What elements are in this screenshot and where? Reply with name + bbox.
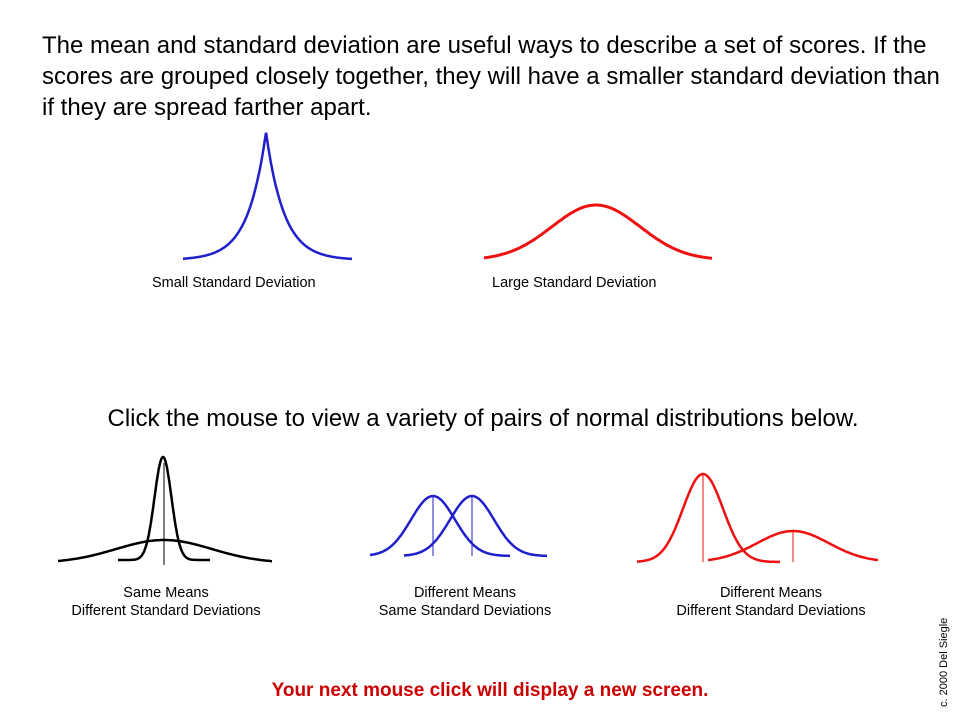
next-screen-notice[interactable]: Your next mouse click will display a new… bbox=[271, 680, 709, 701]
large-sd-curve bbox=[483, 203, 713, 260]
pair1-narrow-curve bbox=[118, 455, 210, 562]
pair3-caption-line1: Different Means bbox=[719, 585, 823, 601]
pair1-wide-curve bbox=[57, 538, 273, 563]
pair3-narrow-curve bbox=[637, 472, 780, 564]
copyright-credit: c. 2000 Del Siegle bbox=[938, 617, 950, 707]
pair2-right-curve bbox=[403, 494, 547, 558]
pair3-caption-line2: Different Standard Deviations bbox=[676, 603, 866, 619]
pair1-caption: Same Means Different Standard Deviations bbox=[44, 584, 288, 620]
pair2-caption-line2: Same Standard Deviations bbox=[378, 603, 552, 619]
pair3-caption: Different Means Different Standard Devia… bbox=[648, 584, 894, 620]
intro-paragraph: The mean and standard deviation are usef… bbox=[42, 32, 940, 121]
small-sd-label: Small Standard Deviation bbox=[152, 275, 316, 291]
pair1-caption-line2: Different Standard Deviations bbox=[71, 603, 261, 619]
small-sd-curve bbox=[183, 132, 352, 261]
pair2-caption-line1: Different Means bbox=[413, 585, 517, 601]
pair1-caption-line1: Same Means bbox=[123, 585, 209, 601]
pair2-caption: Different Means Same Standard Deviations bbox=[352, 584, 578, 620]
large-sd-label: Large Standard Deviation bbox=[492, 275, 657, 291]
instruction-text: Click the mouse to view a variety of pai… bbox=[107, 405, 859, 432]
pair2-left-curve bbox=[369, 494, 511, 558]
